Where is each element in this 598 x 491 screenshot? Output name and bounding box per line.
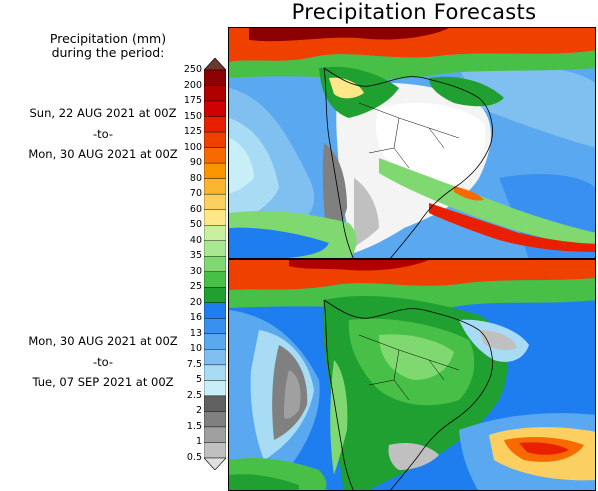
period-2-end: Tue, 07 SEP 2021 at 00Z (32, 375, 174, 389)
colorbar-tick-label: 10 (189, 343, 202, 355)
map-period-2 (229, 260, 595, 490)
colorbar-bottom-arrow (204, 457, 226, 470)
colorbar-tick-label: 50 (189, 219, 202, 231)
colorbar-swatch (204, 100, 226, 117)
colorbar-swatch (204, 162, 226, 179)
map-panel-period-1 (228, 27, 596, 259)
period-1-start: Sun, 22 AUG 2021 at 00Z (29, 106, 177, 120)
period-1-label: Sun, 22 AUG 2021 at 00Z -to- Mon, 30 AUG… (18, 103, 188, 165)
colorbar-swatch (204, 442, 226, 459)
colorbar-swatch (204, 193, 226, 210)
colorbar-tick-label: 16 (189, 312, 202, 324)
precipitation-colorbar (204, 58, 226, 470)
colorbar-tick-label: 90 (189, 157, 202, 169)
colorbar-swatch (204, 411, 226, 428)
colorbar-swatch (204, 209, 226, 226)
legend-heading-line2: during the period: (51, 45, 165, 60)
colorbar-swatch (204, 271, 226, 288)
colorbar-swatch (204, 131, 226, 148)
period-2-start: Mon, 30 AUG 2021 at 00Z (28, 334, 178, 348)
colorbar-swatch (204, 364, 226, 381)
colorbar-swatch (204, 178, 226, 195)
map-period-1 (229, 28, 595, 258)
colorbar-swatch (204, 318, 226, 335)
legend-heading-line1: Precipitation (mm) (49, 31, 167, 46)
period-1-end: Mon, 30 AUG 2021 at 00Z (28, 147, 178, 161)
colorbar-tick-label: 150 (183, 110, 202, 122)
period-2-separator: -to- (92, 354, 114, 369)
colorbar-tick-label: 25 (189, 281, 202, 293)
period-1-separator: -to- (92, 126, 114, 141)
colorbar-swatch (204, 147, 226, 164)
colorbar-tick-label: 1.5 (186, 420, 202, 432)
colorbar-tick-label: 100 (183, 141, 202, 153)
colorbar-tick-label: 2 (195, 405, 202, 417)
colorbar-swatch (204, 224, 226, 241)
colorbar-top-arrow (204, 58, 226, 71)
colorbar-tick-label: 70 (189, 188, 202, 200)
colorbar-tick-label: 1 (195, 436, 202, 448)
colorbar-tick-label: 60 (189, 203, 202, 215)
colorbar-tick-label: 200 (183, 79, 202, 91)
map-panel-period-2 (228, 259, 596, 491)
colorbar-swatch (204, 302, 226, 319)
colorbar-swatch (204, 116, 226, 133)
colorbar-swatch (204, 69, 226, 86)
colorbar-swatch (204, 256, 226, 272)
colorbar-tick-label: 125 (183, 126, 202, 138)
colorbar-tick-label: 40 (189, 234, 202, 246)
colorbar-swatch (204, 426, 226, 443)
legend-heading: Precipitation (mm) during the period: (8, 32, 208, 60)
colorbar-tick-label: 5 (195, 374, 202, 386)
colorbar-tick-label: 7.5 (186, 358, 202, 370)
colorbar-swatch (204, 240, 226, 257)
colorbar-tick-label: 35 (189, 250, 202, 262)
colorbar-swatch (204, 287, 226, 303)
colorbar-swatch (204, 333, 226, 350)
colorbar-tick-label: 80 (189, 172, 202, 184)
colorbar-tick-label: 2.5 (186, 389, 202, 401)
colorbar-tick-label: 20 (189, 296, 202, 308)
colorbar-tick-label: 30 (189, 265, 202, 277)
period-2-label: Mon, 30 AUG 2021 at 00Z -to- Tue, 07 SEP… (18, 331, 188, 393)
colorbar-tick-label: 0.5 (186, 452, 202, 463)
colorbar-swatch (204, 395, 226, 412)
colorbar-swatch (204, 380, 226, 397)
page-title: Precipitation Forecasts (291, 0, 537, 24)
colorbar-swatch (204, 85, 226, 102)
colorbar-tick-label: 250 (183, 64, 202, 75)
colorbar-tick-label: 13 (189, 327, 202, 339)
colorbar-swatch (204, 349, 226, 366)
colorbar-tick-label: 175 (183, 95, 202, 107)
